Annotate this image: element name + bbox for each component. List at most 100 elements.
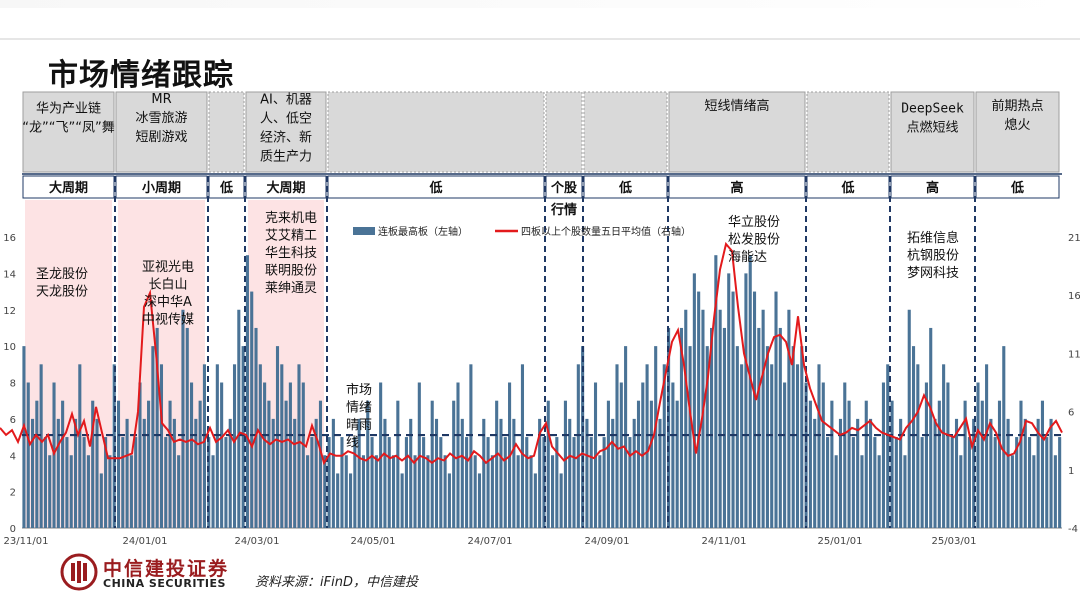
- bar-highest-board: [881, 382, 886, 528]
- theme-header-box: [583, 91, 668, 173]
- bar-highest-board: [894, 437, 898, 528]
- bar-highest-board: [456, 382, 460, 528]
- bar-highest-board: [323, 455, 327, 528]
- bar-highest-board: [91, 400, 95, 528]
- theme-header-box: [115, 91, 208, 173]
- bar-highest-board: [830, 400, 834, 528]
- left-axis-tick-label: 10: [3, 342, 16, 353]
- left-axis-tick-label: 2: [10, 488, 16, 499]
- bar-highest-board: [430, 400, 434, 528]
- bar-highest-board: [538, 418, 542, 528]
- theme-header-box: [545, 91, 583, 173]
- stock-annotation: 梦网科技: [907, 266, 959, 281]
- bar-highest-board: [1045, 437, 1049, 528]
- bar-highest-board: [391, 455, 396, 528]
- bar-highest-board: [26, 382, 30, 528]
- left-axis-tick-label: 14: [3, 269, 16, 280]
- bar-highest-board: [1058, 437, 1062, 528]
- bar-highest-board: [817, 364, 821, 528]
- bar-highest-board: [379, 382, 383, 528]
- cycle-label: 大周期: [49, 180, 88, 196]
- bar-highest-board: [263, 382, 267, 528]
- stock-annotation: 线: [346, 436, 359, 451]
- bar-highest-board: [366, 400, 370, 528]
- bar-highest-board: [1049, 418, 1053, 528]
- bar-highest-board: [447, 473, 451, 528]
- bar-highest-board: [125, 418, 129, 528]
- bar-highest-board: [482, 418, 486, 528]
- stock-annotation: 亚视光电: [142, 260, 194, 275]
- bar-highest-board: [869, 418, 873, 528]
- stock-annotation: 联明股份: [265, 264, 317, 279]
- bar-highest-board: [658, 418, 662, 528]
- bar-highest-board: [997, 400, 1002, 528]
- bar-highest-board: [499, 418, 503, 528]
- theme-label: 冰雪旅游: [135, 111, 187, 126]
- bar-highest-board: [215, 364, 219, 528]
- bar-highest-board: [826, 437, 830, 528]
- bar-highest-board: [383, 418, 387, 528]
- bar-highest-board: [288, 382, 292, 528]
- bar-highest-board: [890, 400, 894, 528]
- cycle-label: 低: [428, 180, 442, 196]
- source-note: 资料来源：iFinD，中信建投: [255, 575, 418, 590]
- bar-highest-board: [954, 418, 959, 528]
- bar-highest-board: [684, 309, 688, 528]
- theme-label: 质生产力: [260, 150, 312, 165]
- bar-highest-board: [761, 309, 765, 528]
- page-title: 市场情绪跟踪: [48, 58, 234, 93]
- bar-highest-board: [357, 418, 361, 528]
- right-axis-tick-label: 1: [1068, 466, 1074, 477]
- bar-highest-board: [190, 382, 194, 528]
- bar-highest-board: [727, 273, 731, 528]
- bar-highest-board: [387, 437, 391, 528]
- x-axis-tick-label: 25/03/01: [932, 536, 977, 547]
- bar-highest-board: [95, 418, 99, 528]
- bar-highest-board: [1036, 418, 1040, 528]
- bar-highest-board: [134, 437, 138, 528]
- bar-highest-board: [151, 346, 155, 528]
- bar-highest-board: [30, 418, 35, 528]
- bar-highest-board: [224, 437, 228, 528]
- bar-highest-board: [250, 291, 254, 528]
- bar-highest-board: [202, 364, 206, 528]
- stock-annotation: 情绪: [346, 401, 372, 416]
- bar-highest-board: [546, 400, 550, 528]
- bar-highest-board: [177, 455, 181, 528]
- bar-highest-board: [490, 455, 494, 528]
- line-four-board-avg: [0, 241, 1063, 466]
- bar-highest-board: [314, 418, 318, 528]
- bar-highest-board: [43, 437, 47, 528]
- bar-highest-board: [688, 346, 692, 528]
- bar-highest-board: [340, 437, 344, 528]
- bar-highest-board: [989, 418, 993, 528]
- bar-highest-board: [1006, 418, 1010, 528]
- bar-highest-board: [48, 455, 52, 528]
- cycle-label: 高: [730, 180, 743, 196]
- bar-highest-board: [873, 437, 877, 528]
- bar-highest-board: [181, 309, 185, 528]
- stock-annotation: 长白山: [148, 277, 187, 293]
- bar-highest-board: [232, 364, 237, 528]
- theme-header-box: [668, 91, 806, 173]
- bar-highest-board: [426, 455, 430, 528]
- bar-highest-board: [121, 437, 125, 528]
- theme-label: 点燃短线: [906, 120, 958, 136]
- bar-highest-board: [847, 400, 851, 528]
- theme-label: 经济、新: [260, 130, 312, 146]
- theme-label: 熄火: [1004, 118, 1030, 133]
- bar-highest-board: [886, 364, 890, 528]
- bar-highest-board: [35, 400, 39, 528]
- cycle-label: 低: [618, 180, 632, 196]
- footer: [0, 545, 1080, 608]
- bar-highest-board: [920, 437, 924, 528]
- x-axis-tick-label: 24/01/01: [123, 536, 168, 547]
- bar-highest-board: [705, 346, 709, 528]
- left-axis-tick-label: 8: [10, 379, 16, 390]
- bar-highest-board: [649, 400, 653, 528]
- bar-highest-board: [821, 382, 825, 528]
- bar-highest-board: [198, 400, 202, 528]
- bar-highest-board: [439, 437, 443, 528]
- stock-annotation: 艾艾精工: [265, 229, 317, 244]
- bar-highest-board: [284, 400, 288, 528]
